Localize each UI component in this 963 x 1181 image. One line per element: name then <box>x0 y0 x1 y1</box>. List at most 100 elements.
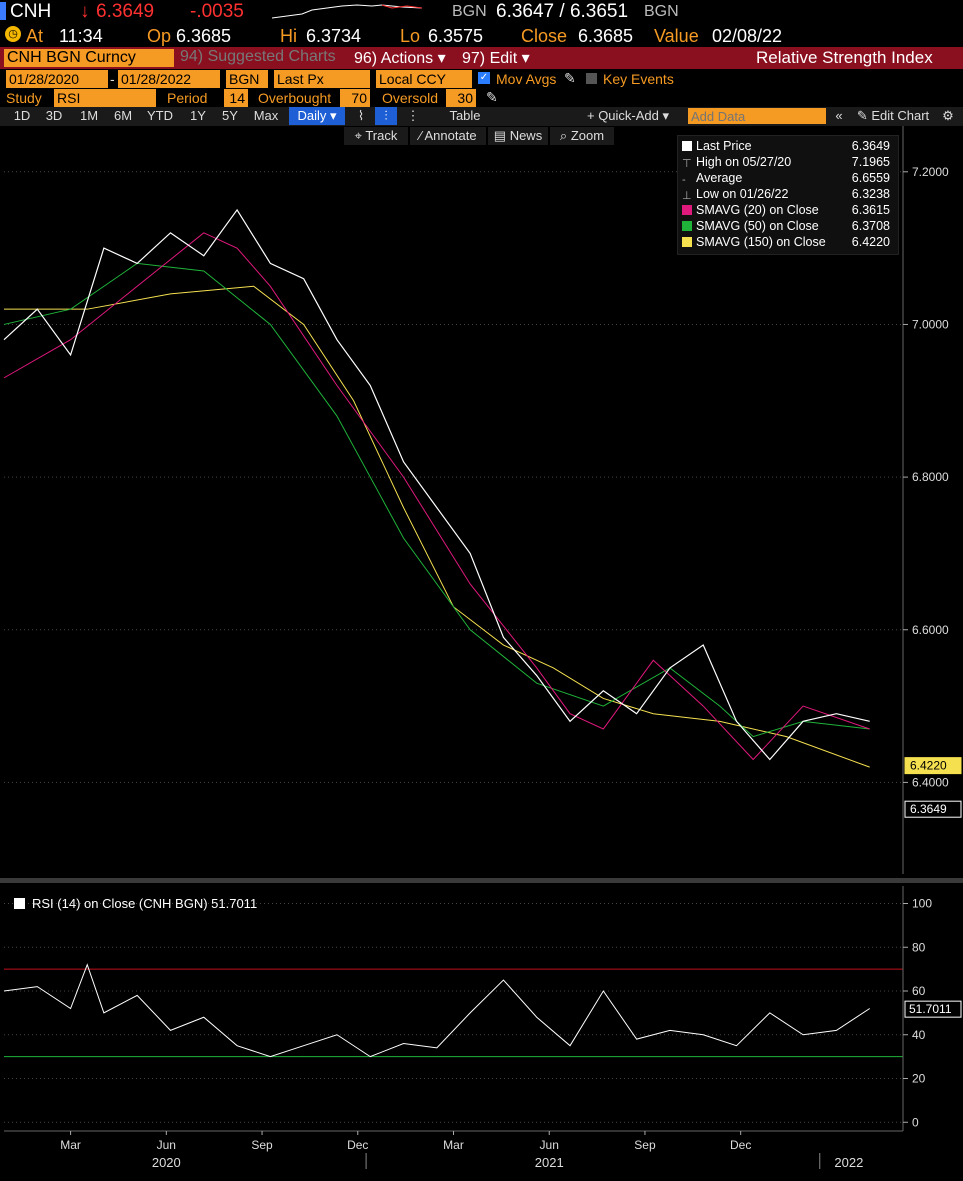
at-label: At <box>26 26 44 46</box>
month-label: Jun <box>157 1138 176 1152</box>
rsi-tick-label: 40 <box>912 1028 926 1042</box>
chart-area[interactable]: 7.2000 7.0000 6.8000 6.6000 6.4000 6.4220 6.36… <box>0 126 963 1181</box>
legend-high: ⊤ High on 05/27/20 7.1965 <box>682 154 894 170</box>
legend-label: SMAVG (150) on Close <box>696 235 826 249</box>
annotate-icon: ∕ <box>419 128 425 143</box>
range-6m[interactable]: 6M <box>113 108 133 123</box>
range-1d[interactable]: 1D <box>13 108 31 123</box>
price-tick-label: 6.8000 <box>912 470 949 484</box>
range-max[interactable]: Max <box>253 108 279 123</box>
pencil-icon[interactable]: ✎ <box>564 70 576 86</box>
ticker[interactable]: CNH <box>10 1 52 22</box>
field-select[interactable]: Last Px <box>274 70 370 88</box>
low-label: Lo <box>400 26 421 46</box>
table-button[interactable]: Table <box>449 108 481 123</box>
line-chart-icon[interactable]: ⌇ <box>357 108 365 123</box>
quote-details: ◷ At 11:34 Op 6.3685 Hi 6.3734 Lo 6.3575… <box>0 24 963 47</box>
bid-ask: 6.3647 / 6.3651 <box>496 1 629 22</box>
legend-value: 6.4220 <box>851 235 890 249</box>
month-label: Dec <box>730 1138 751 1152</box>
range-1m[interactable]: 1M <box>79 108 99 123</box>
period-field[interactable]: 14 <box>224 89 248 107</box>
legend-value: 6.3649 <box>851 139 890 153</box>
zoom-button[interactable]: ⌕ Zoom <box>550 127 614 145</box>
value-label: Value <box>654 26 699 46</box>
rsi-tick-label: 0 <box>912 1115 919 1129</box>
legend-label: High on 05/27/20 <box>696 155 792 169</box>
settings-icon[interactable]: ⋮ <box>406 108 420 123</box>
month-label: Mar <box>443 1138 464 1152</box>
price-series <box>3 208 870 768</box>
search-icon: ⌕ <box>559 128 571 143</box>
start-date-field[interactable]: 01/28/2020 <box>6 70 108 88</box>
price-series-line <box>3 232 870 761</box>
oversold-field[interactable]: 30 <box>446 89 476 107</box>
track-button[interactable]: ⌖ Track <box>344 127 408 145</box>
high-label: Hi <box>280 26 297 46</box>
legend-value: 7.1965 <box>851 155 890 169</box>
range-5y[interactable]: 5Y <box>222 108 238 123</box>
mov-avgs-label[interactable]: Mov Avgs <box>496 71 557 87</box>
legend-sma20: SMAVG (20) on Close 6.3615 <box>682 202 894 218</box>
price-series-line <box>4 285 870 768</box>
range-ytd[interactable]: YTD <box>147 108 173 123</box>
currency-select[interactable]: Local CCY <box>376 70 472 88</box>
gear-icon[interactable]: ⚙ <box>942 108 954 123</box>
close-value: 6.3685 <box>578 26 634 46</box>
high-value: 6.3734 <box>306 26 362 46</box>
collapse-icon[interactable]: « <box>835 108 843 123</box>
end-date-field[interactable]: 01/28/2022 <box>118 70 220 88</box>
price-tick-label: 7.0000 <box>912 317 949 331</box>
price-series-line <box>3 208 870 761</box>
legend-swatch <box>682 205 692 215</box>
price-source: BGN <box>452 3 487 20</box>
bar-chart-icon[interactable]: ⫶ <box>375 107 397 125</box>
price-axis: 7.2000 7.0000 6.8000 6.6000 6.4000 6.4220 6.36… <box>902 126 962 874</box>
price-tick-label: 7.2000 <box>912 165 949 179</box>
edit-chart-button[interactable]: ✎ Edit Chart <box>852 107 934 125</box>
average-marker-icon: - <box>682 174 686 186</box>
range-3d[interactable]: 3D <box>45 108 63 123</box>
price-tag <box>904 757 962 775</box>
legend-label: Last Price <box>696 139 752 153</box>
rsi-series <box>3 963 870 1058</box>
range-buttons: 1D 3D 1M 6M YTD 1Y 5Y Max Daily ▾ ⌇ ⫶ ⋮ … <box>0 107 963 126</box>
checkbox-checked-icon[interactable]: ✓ <box>478 72 490 84</box>
legend-swatch <box>682 237 692 247</box>
overbought-field[interactable]: 70 <box>340 89 370 107</box>
range-1y[interactable]: 1Y <box>190 108 206 123</box>
pane-splitter[interactable] <box>0 878 963 883</box>
edit-menu[interactable]: 97) Edit ▾ <box>462 50 530 67</box>
price-change: -.0035 <box>190 1 244 22</box>
checkbox-empty-icon[interactable] <box>586 73 597 84</box>
month-label: Jun <box>540 1138 559 1152</box>
frequency-select[interactable]: Daily ▾ <box>289 107 345 125</box>
down-arrow-icon: ↓ <box>80 1 90 22</box>
month-label: Sep <box>251 1138 273 1152</box>
study-select[interactable]: RSI <box>54 89 156 107</box>
time-axis: Mar Jun Sep Dec Mar Jun Sep Dec 2020 2021 2022 <box>4 1130 903 1170</box>
rsi-tick-label: 100 <box>912 897 932 911</box>
actions-menu[interactable]: 96) Actions ▾ <box>354 50 446 67</box>
news-button[interactable]: ▤ News <box>488 127 548 145</box>
year-label: 2022 <box>834 1155 863 1170</box>
rsi-axis: 100 80 60 40 20 0 51.7011 <box>902 886 962 1131</box>
security-field[interactable]: CNH BGN Curncy <box>4 49 174 67</box>
quote-header: CNH ↓ 6.3649 -.0035 BGN 6.3647 / 6.3651 … <box>0 0 963 24</box>
last-price: 6.3649 <box>96 1 155 22</box>
legend-last-price: Last Price 6.3649 <box>682 138 894 154</box>
rsi-tag <box>904 1000 962 1018</box>
key-events-label[interactable]: Key Events <box>603 71 674 87</box>
legend-label: Average <box>696 171 743 185</box>
legend-swatch <box>682 141 692 151</box>
annotate-button[interactable]: ∕ Annotate <box>410 127 486 145</box>
close-label: Close <box>521 26 568 46</box>
rsi-tick-label: 20 <box>912 1072 926 1086</box>
pencil-icon[interactable]: ✎ <box>486 89 498 105</box>
suggested-charts-button[interactable]: 94) Suggested Charts <box>180 48 336 65</box>
source-field[interactable]: BGN <box>226 70 268 88</box>
quick-add-button[interactable]: + Quick-Add ▾ <box>586 108 670 123</box>
rsi-legend-swatch <box>14 898 25 909</box>
legend-average: - Average 6.6559 <box>682 170 894 186</box>
add-data-input[interactable] <box>688 108 826 124</box>
